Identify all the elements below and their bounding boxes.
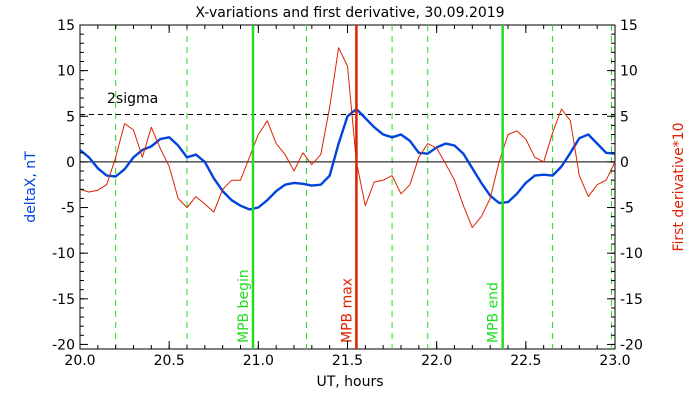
series-layer	[79, 47, 616, 229]
reference-lines	[80, 25, 615, 349]
chart-title: X-variations and first derivative, 30.09…	[195, 5, 504, 21]
x-tick-label: 21.0	[243, 353, 274, 369]
deltax-line	[79, 107, 616, 211]
y-left-tick-label: 5	[66, 109, 75, 125]
y-right-tick-label: -15	[620, 292, 643, 308]
derivative-line	[79, 47, 616, 229]
y-axis-right-label: First derivative*10	[671, 122, 687, 251]
x-tick-label: 23.0	[599, 353, 630, 369]
y-right-tick-label: -5	[620, 201, 634, 217]
x-tick-label: 21.5	[332, 353, 363, 369]
y-left-tick-label: -20	[52, 337, 75, 353]
y-right-tick-label: 0	[620, 155, 629, 171]
y-left-tick-label: -10	[52, 246, 75, 262]
x-tick-label: 20.5	[154, 353, 185, 369]
y-right-tick-label: -10	[620, 246, 643, 262]
y-right-tick-label: -20	[620, 337, 643, 353]
y-right-tick-label: 10	[620, 64, 638, 80]
event-marker-label: MPB max	[339, 278, 355, 343]
x-tick-label: 22.5	[510, 353, 541, 369]
y-left-tick-label: 15	[57, 18, 75, 34]
y-right-tick-label: 5	[620, 109, 629, 125]
marker-layer: MPB begin MPB max MPB end	[236, 25, 504, 349]
x-axis-label: UT, hours	[316, 374, 383, 390]
y-left-tick-label: 0	[66, 155, 75, 171]
event-marker-label: MPB begin	[236, 269, 252, 343]
x-tick-label: 22.0	[421, 353, 452, 369]
event-marker-label: MPB end	[486, 282, 502, 343]
y-left-tick-label: -5	[61, 201, 75, 217]
y-right-tick-label: 15	[620, 18, 638, 34]
tick-layer: 20.0 20.5 21.0 21.5 22.0 22.5 23.0 15 15 10 10 5 5 0 0…	[52, 18, 643, 369]
y-axis-left-label: deltaX, nT	[23, 151, 39, 223]
sigma-label: 2sigma	[107, 91, 158, 107]
x-tick-label: 20.0	[64, 353, 95, 369]
y-left-tick-label: -15	[52, 292, 75, 308]
y-left-tick-label: 10	[57, 64, 75, 80]
